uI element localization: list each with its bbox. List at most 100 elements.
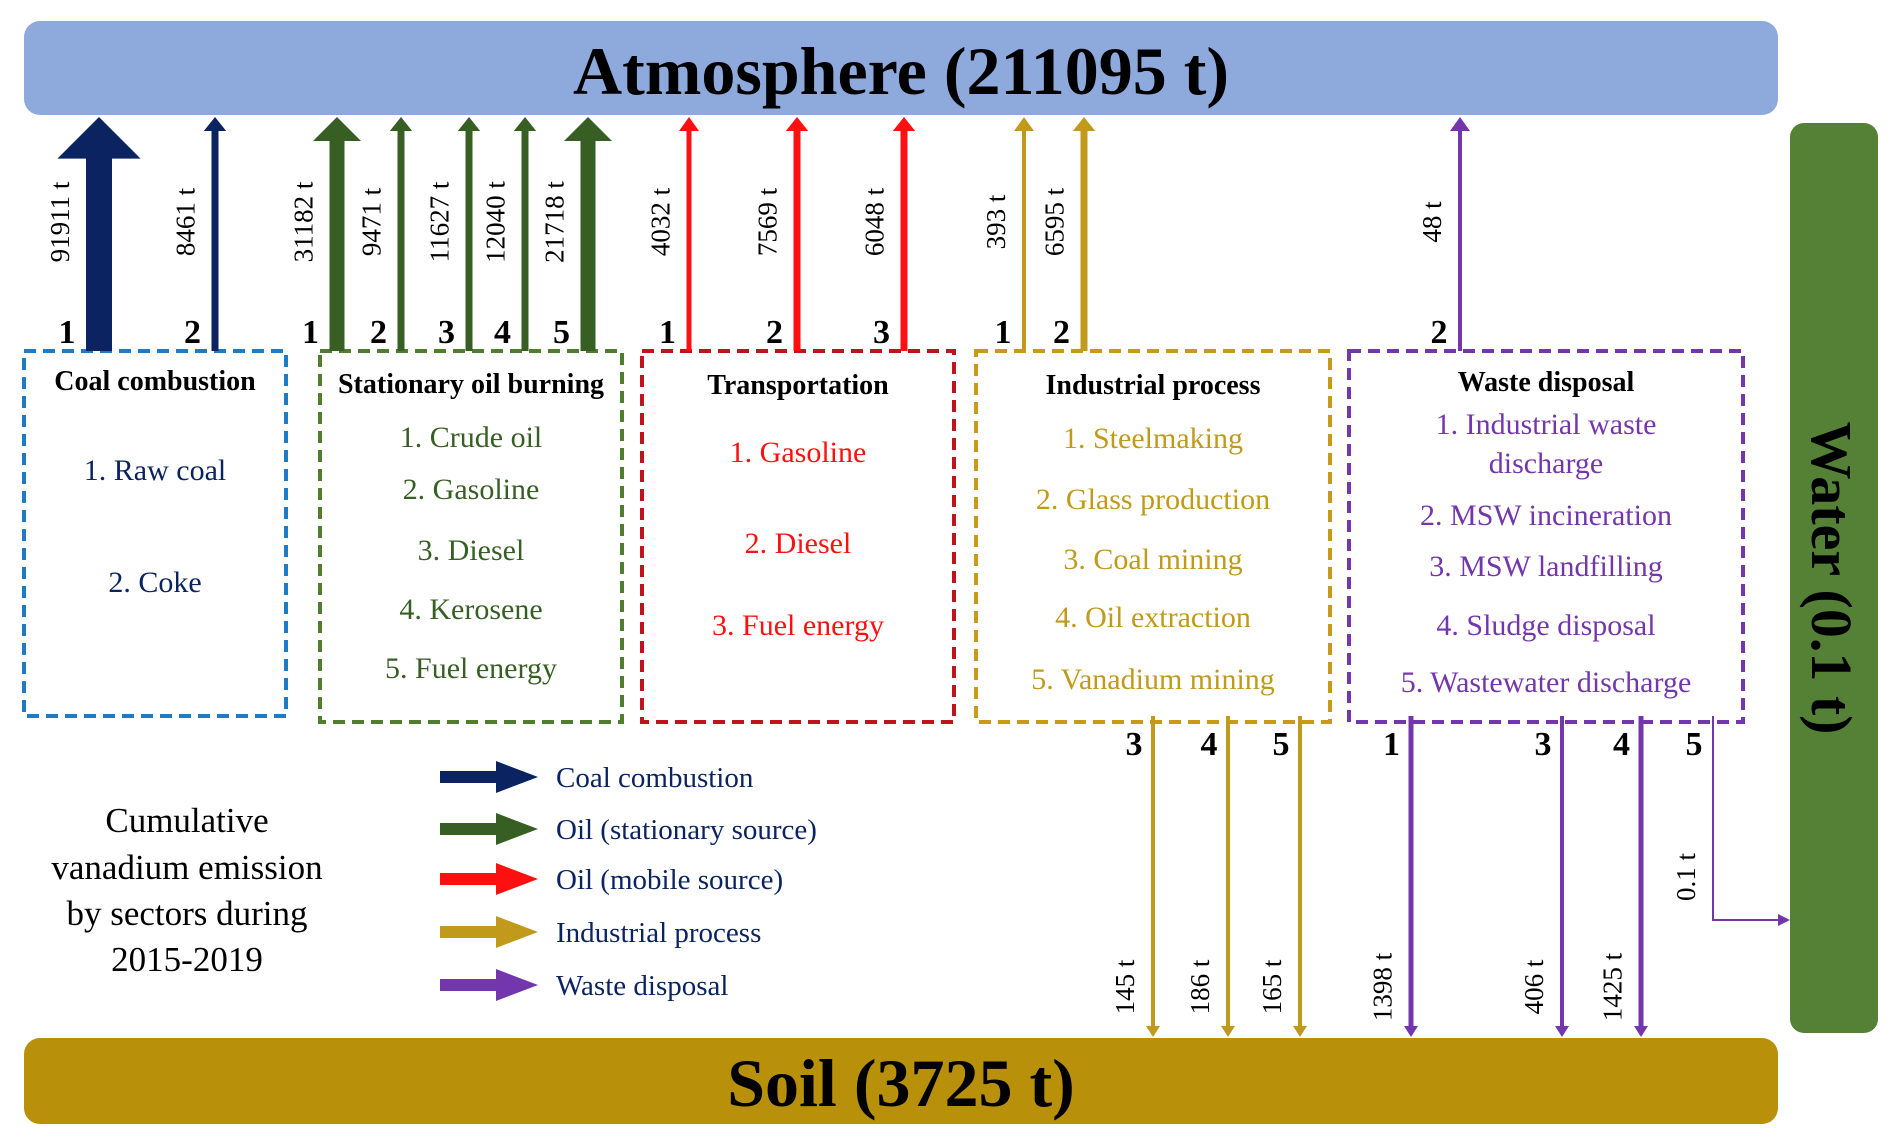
source-number: 2 — [370, 314, 387, 351]
flow-value: 9471 t — [357, 187, 387, 256]
legend-label: Oil (mobile source) — [556, 864, 783, 896]
atmosphere-bar — [24, 21, 1778, 115]
source-number: 3 — [1535, 726, 1552, 763]
legend-label: Oil (stationary source) — [556, 814, 817, 846]
sector-item: 1. Industrial waste discharge — [1436, 408, 1657, 480]
flow-value: 186 t — [1185, 959, 1215, 1014]
legend-swatch — [440, 979, 498, 991]
caption: Cumulative vanadium emission by sectors … — [51, 801, 322, 979]
source-number: 3 — [438, 314, 455, 351]
flow-value: 4032 t — [646, 187, 676, 256]
sector-border — [1347, 349, 1745, 724]
sector-item: 3. Diesel — [418, 534, 525, 567]
flow-value: 21718 t — [540, 181, 570, 263]
sector-item: 4. Sludge disposal — [1436, 609, 1655, 642]
source-number: 2 — [1053, 314, 1070, 351]
sector-border — [318, 349, 624, 724]
flow-value: 1398 t — [1368, 952, 1398, 1021]
legend-item: Oil (stationary source) — [440, 813, 817, 846]
flow-value: 1425 t — [1598, 952, 1628, 1021]
source-number: 5 — [553, 314, 570, 351]
caption-line: by sectors during — [66, 894, 307, 933]
caption-line: 2015-2019 — [111, 940, 263, 979]
legend-swatch — [440, 823, 498, 835]
flow-value: 91911 t — [45, 181, 75, 262]
sector-item: 2. Glass production — [1036, 483, 1270, 516]
flow-arrow-atmosphere — [785, 117, 809, 351]
legend-swatch — [440, 873, 498, 885]
sector-box-stationary-oil: Stationary oil burning 1. Crude oil 2. Gas… — [318, 349, 624, 724]
flow-arrow-atmosphere — [513, 117, 537, 351]
sector-item: 5. Vanadium mining — [1031, 663, 1275, 696]
legend-item: Coal combustion — [440, 761, 754, 794]
soil-label: Soil (3725 t) — [727, 1045, 1075, 1121]
sector-item: 2. Diesel — [745, 527, 852, 560]
flow-value: 406 t — [1519, 959, 1549, 1014]
legend-label: Coal combustion — [556, 762, 754, 794]
flow-value: 6595 t — [1040, 187, 1070, 256]
flow-value: 48 t — [1417, 201, 1447, 243]
flow-arrow-atmosphere — [1450, 117, 1470, 351]
sector-title: Waste disposal — [1458, 367, 1635, 398]
sector-item: 4. Oil extraction — [1055, 601, 1251, 634]
sector-title: Coal combustion — [54, 366, 256, 397]
sector-box-industrial: Industrial process 1. Steelmaking 2. Glass… — [974, 349, 1332, 724]
flow-value: 165 t — [1257, 959, 1287, 1014]
flow-arrow-water — [1712, 716, 1790, 926]
flow-arrow-soil — [1404, 716, 1418, 1037]
flow-arrow-atmosphere — [564, 117, 612, 351]
source-number: 3 — [1126, 726, 1143, 763]
caption-line: vanadium emission — [51, 848, 322, 887]
flow-value: 12040 t — [481, 181, 511, 263]
legend-item: Industrial process — [440, 916, 761, 949]
legend-label: Waste disposal — [556, 970, 728, 1002]
flow-value: 393 t — [981, 194, 1011, 249]
sector-item: 1. Crude oil — [400, 421, 543, 454]
sector-border — [22, 349, 288, 718]
sector-item: 4. Kerosene — [399, 593, 542, 626]
flow-arrow-atmosphere — [203, 117, 227, 351]
sector-title: Industrial process — [1046, 370, 1261, 401]
flow-value: 31182 t — [289, 181, 319, 262]
sector-box-coal: Coal combustion 1. Raw coal 2. Coke — [22, 349, 288, 718]
source-number: 1 — [302, 314, 319, 351]
flow-arrow-soil — [1634, 716, 1648, 1037]
sector-item: 3. Fuel energy — [712, 609, 884, 642]
legend-item: Oil (mobile source) — [440, 863, 783, 896]
sector-item: 5. Fuel energy — [385, 652, 557, 685]
source-number: 2 — [184, 314, 201, 351]
flow-arrow-atmosphere — [389, 117, 413, 351]
sector-box-waste: Waste disposal 1. Industrial waste dischar… — [1347, 349, 1745, 724]
caption-line: Cumulative — [105, 801, 268, 840]
legend-label: Industrial process — [556, 917, 761, 949]
flow-arrow-atmosphere — [1014, 117, 1034, 351]
sector-item: 1. Gasoline — [730, 436, 867, 469]
flow-arrow-atmosphere — [57, 117, 141, 351]
source-number: 2 — [766, 314, 783, 351]
legend-item: Waste disposal — [440, 969, 728, 1002]
atmosphere-label: Atmosphere (211095 t) — [573, 33, 1229, 109]
source-number: 2 — [1431, 314, 1448, 351]
sector-item: 2. Coke — [108, 566, 201, 599]
flow-value: 6048 t — [860, 187, 890, 256]
flow-value: 0.1 t — [1671, 853, 1701, 902]
source-number: 5 — [1273, 726, 1290, 763]
flow-value: 8461 t — [171, 187, 201, 256]
water-bar — [1790, 123, 1878, 1033]
source-number: 4 — [1613, 726, 1630, 763]
sector-item: 3. Coal mining — [1063, 543, 1242, 576]
source-number: 1 — [659, 314, 676, 351]
water-label: Water (0.1 t) — [1799, 422, 1864, 735]
source-number: 1 — [59, 314, 76, 351]
flow-value: 11627 t — [425, 181, 455, 262]
flow-arrow-soil — [1555, 716, 1569, 1037]
source-number: 5 — [1686, 726, 1703, 763]
sector-title: Transportation — [707, 370, 889, 401]
flow-arrow-soil — [1146, 716, 1160, 1037]
sector-item: 1. Raw coal — [84, 454, 226, 487]
flow-arrow-atmosphere — [892, 117, 916, 351]
source-number: 4 — [1201, 726, 1218, 763]
source-number: 1 — [1383, 726, 1400, 763]
flow-value: 145 t — [1110, 959, 1140, 1014]
source-number: 1 — [995, 314, 1012, 351]
